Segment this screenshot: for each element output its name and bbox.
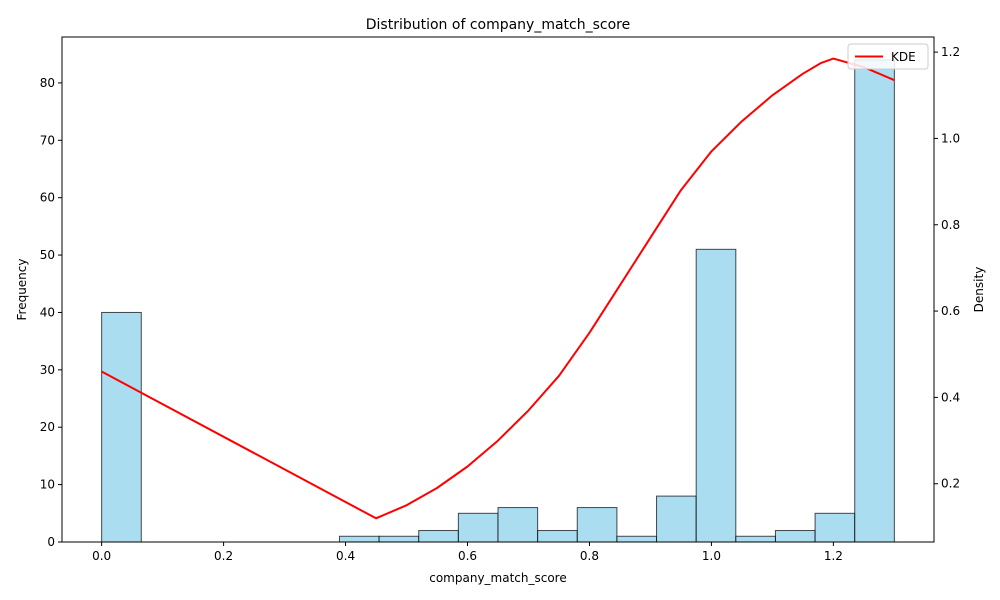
kde-line [101,57,895,520]
legend: KDE [847,43,929,70]
histogram-bar [695,248,737,543]
histogram-bar [814,512,856,543]
y-axis: 0 10 20 30 40 50 60 70 80 [40,76,62,549]
kde-series [101,57,895,520]
y-tick-label: 50 [40,248,55,262]
y2-axis-label: Density [972,267,986,313]
histogram-bar [101,311,142,543]
x-tick-label: 0.8 [580,549,599,563]
histogram-bar [338,535,380,543]
y2-tick-label: 1.0 [941,131,960,145]
y-tick-label: 60 [40,191,55,205]
x-tick-label: 1.0 [702,549,721,563]
histogram-bar [774,530,816,543]
y2-axis: 0.2 0.4 0.6 0.8 1.0 1.2 [934,45,960,491]
y2-tick-label: 0.4 [941,390,960,404]
x-tick-label: 0.6 [458,549,477,563]
legend-kde-label: KDE [891,50,916,64]
x-tick-label: 0.0 [92,549,111,563]
y-tick-label: 70 [40,133,55,147]
histogram-bar [854,59,895,543]
histogram-bar [497,507,539,543]
y-tick-label: 0 [47,535,55,549]
legend-box [847,43,929,70]
plot-frame [61,36,935,543]
y2-tick-label: 0.2 [941,477,960,491]
histogram-bar [537,530,578,543]
histogram-bar [616,535,658,543]
histogram-bars [101,59,895,543]
y2-tick-label: 1.2 [941,45,960,59]
histogram-bar [735,535,776,543]
y-tick-label: 10 [40,478,55,492]
y-tick-label: 30 [40,363,55,377]
x-tick-label: 0.2 [214,549,233,563]
y2-tick-label: 0.8 [941,218,960,232]
y-axis-label: Frequency [15,259,29,321]
histogram-bar [378,535,420,543]
x-axis: 0.0 0.2 0.4 0.6 0.8 1.0 1.2 [92,542,843,563]
x-tick-label: 0.4 [336,549,355,563]
histogram-bar [457,512,499,543]
x-axis-label: company_match_score [429,571,567,585]
x-tick-label: 1.2 [824,549,843,563]
histogram-bar [418,530,459,543]
y-tick-label: 40 [40,305,55,319]
y2-tick-label: 0.6 [941,304,960,318]
y-tick-label: 20 [40,420,55,434]
y-tick-label: 80 [40,76,55,90]
chart-title: Distribution of company_match_score [366,17,631,33]
histogram-bar [576,507,618,543]
histogram-bar [656,495,697,543]
